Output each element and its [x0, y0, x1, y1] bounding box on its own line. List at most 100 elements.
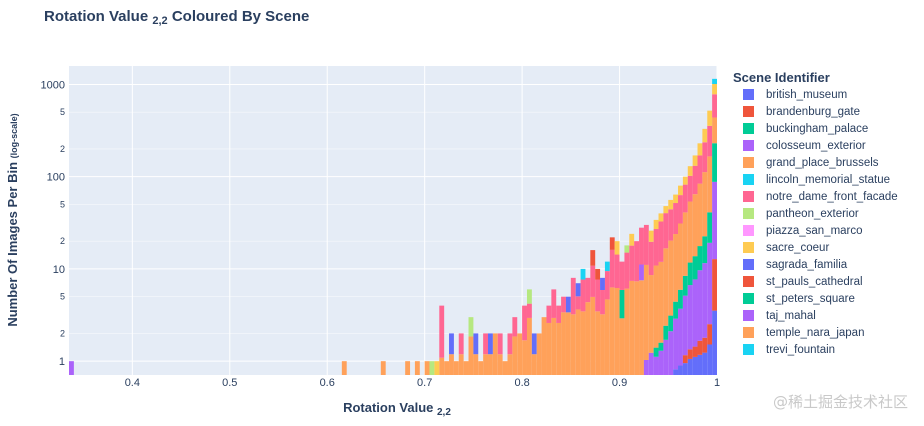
legend-item-brandenburg_gate[interactable]: brandenburg_gate: [743, 106, 860, 118]
bar-segment-british_museum: [531, 333, 537, 355]
bar-segment-lincoln_memorial_statue: [604, 261, 610, 272]
bar-segment-grand_place_brussels: [658, 261, 664, 343]
x-tick-label: 1: [714, 377, 720, 389]
legend-item-piazza_san_marco[interactable]: piazza_san_marco: [743, 225, 863, 237]
bar-segment-grand_place_brussels: [595, 311, 601, 375]
chart-title-subscript: 2,2: [152, 15, 167, 27]
bar-segment-sacre_coeur: [629, 233, 635, 246]
legend-item-trevi_fountain[interactable]: trevi_fountain: [743, 344, 835, 356]
legend-item-lincoln_memorial_statue[interactable]: lincoln_memorial_statue: [743, 174, 890, 186]
legend-label: colosseum_exterior: [766, 140, 866, 152]
legend-item-buckingham_palace[interactable]: buckingham_palace: [743, 123, 868, 135]
bar-segment-grand_place_brussels: [522, 340, 527, 375]
bar-segment-sacre_coeur: [663, 206, 669, 214]
bar-segment-buckingham_palace: [697, 246, 703, 271]
bar-segment-colosseum_exterior: [653, 356, 659, 375]
y-minor-tick-label: 2: [60, 236, 65, 246]
bar-segment-grand_place_brussels: [405, 361, 411, 375]
legend-label: sacre_coeur: [766, 242, 829, 254]
legend-title: Scene Identifier: [733, 70, 830, 85]
legend-item-grand_place_brussels[interactable]: grand_place_brussels: [743, 157, 879, 169]
x-tick-label: 0.6: [320, 377, 335, 389]
legend-item-st_peters_square[interactable]: st_peters_square: [743, 293, 855, 305]
bar-segment-grand_place_brussels: [536, 333, 542, 375]
bar-segment-grand_place_brussels: [702, 172, 708, 237]
bar-segment-pantheon_exterior: [429, 361, 435, 375]
bar-segment-notre_dame_front_facade: [609, 249, 615, 288]
bar-segment-buckingham_palace: [682, 275, 688, 296]
x-tick-label: 0.5: [222, 377, 237, 389]
y-minor-tick-label: 5: [60, 199, 65, 209]
bar-segment-colosseum_exterior: [697, 270, 703, 341]
bar-segment-grand_place_brussels: [463, 361, 469, 375]
legend-item-temple_nara_japan[interactable]: temple_nara_japan: [743, 327, 864, 339]
legend-swatch: [743, 344, 754, 355]
legend-label: st_pauls_cathedral: [766, 276, 863, 288]
legend-label: lincoln_memorial_statue: [766, 174, 890, 186]
bar-segment-british_museum: [673, 369, 679, 375]
legend-swatch: [743, 327, 754, 338]
bar-segment-colosseum_exterior: [648, 352, 654, 375]
y-tick-label: 10: [53, 264, 65, 276]
legend-item-sacre_coeur[interactable]: sacre_coeur: [743, 242, 829, 254]
bar-segment-grand_place_brussels: [604, 299, 610, 375]
legend-item-notre_dame_front_facade[interactable]: notre_dame_front_facade: [743, 191, 898, 203]
bar-segment-notre_dame_front_facade: [678, 195, 683, 224]
bar-segment-grand_place_brussels: [600, 314, 605, 375]
x-axis-title: Rotation Value 2,2: [343, 400, 451, 418]
bar-segment-grand_place_brussels: [473, 354, 479, 375]
bar-segment-grand_place_brussels: [341, 361, 347, 375]
bar-segment-grand_place_brussels: [619, 318, 625, 375]
bar-segment-sacre_coeur: [653, 219, 659, 230]
legend-item-british_museum[interactable]: british_museum: [743, 89, 847, 101]
bar-segment-notre_dame_front_facade: [458, 333, 464, 355]
bar-segment-notre_dame_front_facade: [439, 305, 445, 358]
bar-segment-grand_place_brussels: [551, 317, 557, 375]
legend-swatch: [743, 89, 754, 100]
bar-segment-notre_dame_front_facade: [546, 305, 552, 323]
legend-item-st_pauls_cathedral[interactable]: st_pauls_cathedral: [743, 276, 863, 288]
bar-segment-notre_dame_front_facade: [648, 241, 654, 276]
bar-segment-grand_place_brussels: [653, 265, 659, 348]
bar-segment-sacre_coeur: [678, 185, 683, 196]
bar-segment-notre_dame_front_facade: [483, 333, 489, 355]
bar-segment-colosseum_exterior: [707, 242, 713, 325]
bar-segment-grand_place_brussels: [517, 333, 523, 375]
bar-segment-british_museum: [687, 358, 693, 375]
legend-item-pantheon_exterior[interactable]: pantheon_exterior: [743, 208, 859, 220]
legend: british_museum brandenburg_gate buckingham…: [743, 89, 898, 356]
legend-swatch: [743, 106, 754, 117]
bar-segment-lincoln_memorial_statue: [712, 78, 717, 84]
bar-segment-colosseum_exterior: [702, 263, 708, 338]
bar-segment-pantheon_exterior: [526, 289, 532, 304]
bar-segment-british_museum: [682, 363, 688, 375]
y-axis-ticks: 1 10 100 1000 2 5 2 5 2 5: [41, 79, 65, 368]
bar-segment-sacre_coeur: [707, 110, 713, 126]
bar-segment-grand_place_brussels: [663, 248, 669, 326]
bar-segment-grand_place_brussels: [449, 354, 454, 375]
legend-item-taj_mahal[interactable]: taj_mahal: [743, 310, 816, 322]
legend-item-sagrada_familia[interactable]: sagrada_familia: [743, 259, 848, 271]
bar-segment-sacre_coeur: [668, 199, 674, 210]
legend-label: notre_dame_front_facade: [766, 191, 898, 203]
legend-swatch: [743, 276, 754, 287]
bar-segment-grand_place_brussels: [687, 201, 693, 263]
bar-segment-colosseum_exterior: [668, 331, 674, 375]
bar-segment-grand_place_brussels: [570, 314, 576, 375]
bar-segment-grand_place_brussels: [483, 354, 489, 375]
bar-segment-brandenburg_gate: [687, 349, 693, 359]
bar-segment-brandenburg_gate: [707, 324, 713, 345]
bar-segment-british_museum: [575, 283, 581, 297]
bar-segment-buckingham_palace: [687, 262, 693, 286]
bar-segment-notre_dame_front_facade: [663, 213, 669, 249]
legend-label: buckingham_palace: [766, 123, 868, 135]
bar-segment-sacre_coeur: [702, 128, 708, 143]
legend-label: taj_mahal: [766, 310, 816, 322]
bar-segment-buckingham_palace: [712, 143, 717, 182]
bar-segment-grand_place_brussels: [609, 287, 615, 375]
bar-segment-british_museum: [702, 352, 708, 375]
legend-item-colosseum_exterior[interactable]: colosseum_exterior: [743, 140, 866, 152]
bar-segment-grand_place_brussels: [629, 280, 635, 375]
legend-swatch: [743, 225, 754, 236]
